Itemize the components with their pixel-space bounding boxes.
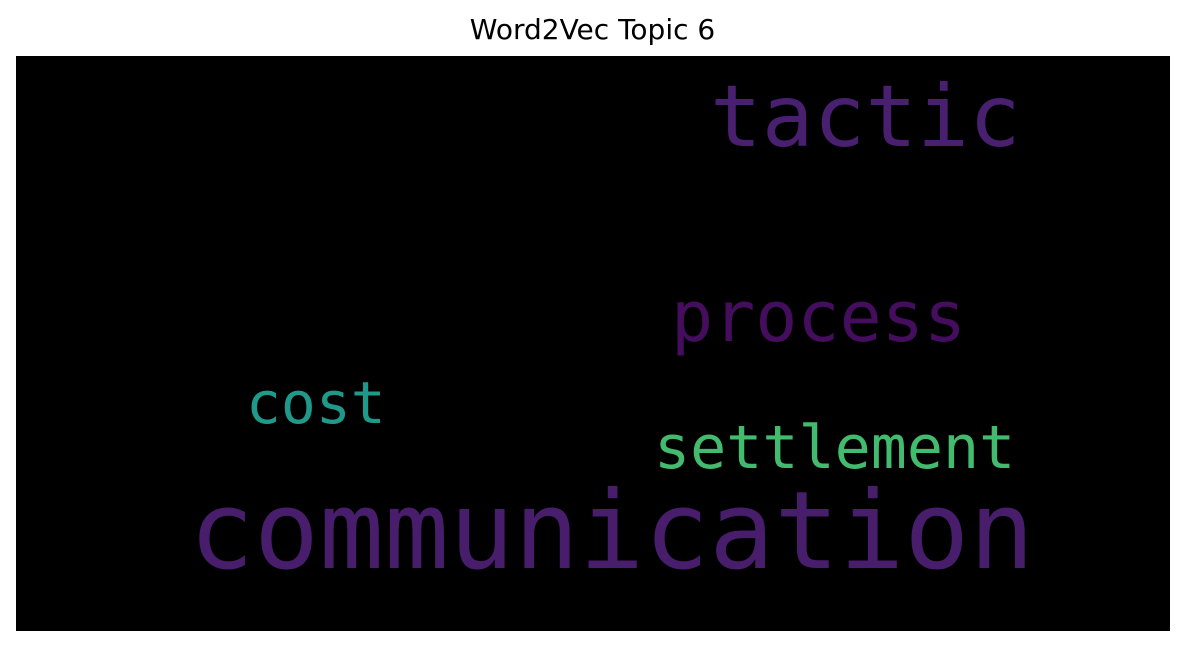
word-tactic: tactic: [710, 67, 1021, 167]
word-cloud: tactic process cost settlement communica…: [16, 56, 1170, 631]
word-settlement: settlement: [654, 413, 1016, 483]
word-communication: communication: [189, 469, 1035, 594]
chart-title: Word2Vec Topic 6: [469, 13, 716, 46]
word-cost: cost: [246, 369, 386, 437]
word-process: process: [671, 276, 967, 358]
